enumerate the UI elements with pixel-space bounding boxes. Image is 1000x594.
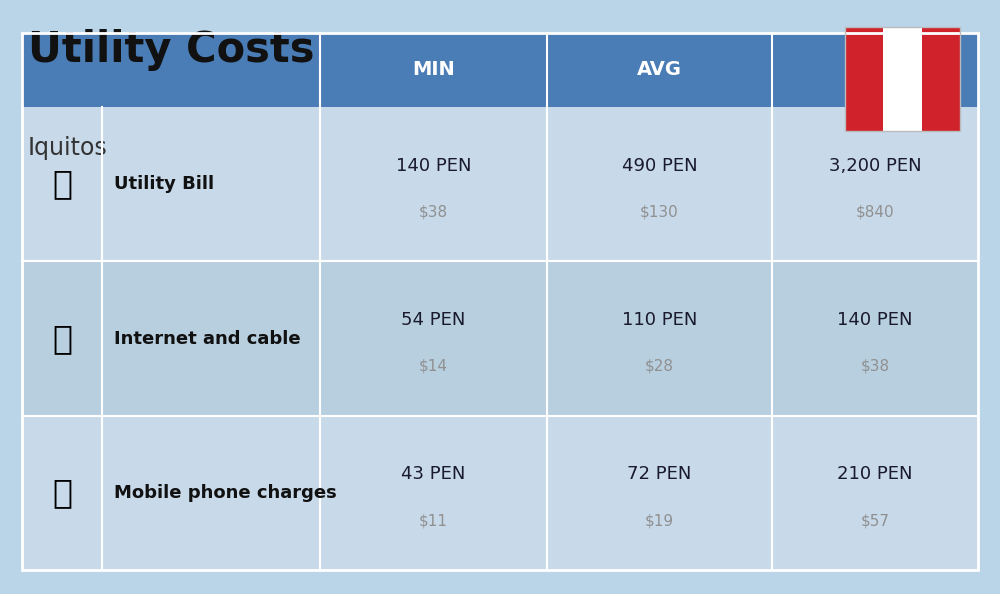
Bar [22, 33, 320, 107]
Text: 43 PEN: 43 PEN [401, 466, 466, 484]
Text: Mobile phone charges: Mobile phone charges [114, 484, 337, 502]
Text: $11: $11 [419, 513, 448, 528]
Text: 140 PEN: 140 PEN [396, 157, 471, 175]
Text: $19: $19 [645, 513, 674, 528]
Text: $28: $28 [645, 359, 674, 374]
Text: 🔌: 🔌 [52, 168, 72, 201]
Text: MAX: MAX [850, 61, 900, 79]
Bar [883, 27, 922, 131]
Bar [922, 27, 960, 131]
Bar [22, 416, 978, 570]
Bar [845, 27, 883, 131]
Bar [22, 107, 978, 261]
Text: 490 PEN: 490 PEN [622, 157, 697, 175]
Text: $57: $57 [860, 513, 890, 528]
Text: AVG: AVG [637, 61, 682, 79]
Text: Iquitos: Iquitos [28, 137, 108, 160]
Text: MIN: MIN [412, 61, 455, 79]
Text: Utility Bill: Utility Bill [114, 175, 214, 193]
Text: 54 PEN: 54 PEN [401, 311, 466, 329]
Text: Internet and cable: Internet and cable [114, 330, 301, 347]
Bar [845, 27, 960, 131]
Text: 110 PEN: 110 PEN [622, 311, 697, 329]
Text: 📱: 📱 [52, 476, 72, 510]
Text: $38: $38 [419, 204, 448, 219]
Text: $130: $130 [640, 204, 679, 219]
Text: 140 PEN: 140 PEN [837, 311, 913, 329]
Bar [22, 261, 978, 416]
Text: 72 PEN: 72 PEN [627, 466, 692, 484]
Text: $14: $14 [419, 359, 448, 374]
Text: $840: $840 [856, 204, 894, 219]
Text: 📡: 📡 [52, 322, 72, 355]
Text: 3,200 PEN: 3,200 PEN [829, 157, 921, 175]
Text: Utility Costs: Utility Costs [28, 29, 314, 71]
Text: $38: $38 [860, 359, 890, 374]
Bar [22, 33, 978, 107]
Text: 210 PEN: 210 PEN [837, 466, 913, 484]
